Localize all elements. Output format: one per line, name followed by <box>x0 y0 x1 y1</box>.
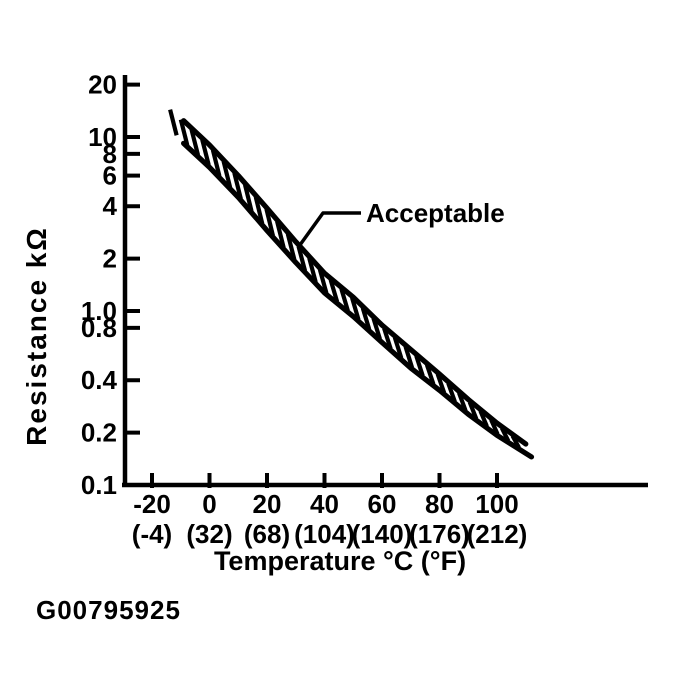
x-tick-label-celsius: 0 <box>202 489 216 519</box>
band-hatch-line <box>446 382 457 403</box>
y-tick-label: 0.2 <box>81 418 117 448</box>
band-hatch-line <box>457 392 468 412</box>
band-hatch-line <box>253 196 265 225</box>
x-tick-label-celsius: 100 <box>475 489 518 519</box>
band-hatch-line <box>178 119 190 146</box>
y-tick-label: 8 <box>103 139 117 169</box>
x-axis-ticks: -20(-4) 0(32) 20(68) 40(104) 60(140) 80(176)1… <box>132 473 528 549</box>
x-tick-label-celsius: 80 <box>425 489 454 519</box>
x-tick-label-fahrenheit: (-4) <box>132 519 172 549</box>
annotation: Acceptable <box>297 198 505 248</box>
band-hatch-line <box>168 109 179 136</box>
band-upper-curve <box>181 118 529 447</box>
band-hatch-line <box>360 307 372 330</box>
y-axis-title: Resistance kΩ <box>21 226 52 446</box>
band-hatch-line <box>307 257 318 283</box>
y-tick-label: 10 <box>88 122 117 152</box>
y-tick-label: 2 <box>103 244 117 274</box>
band-hatch-line <box>232 172 243 200</box>
y-tick-label: 4 <box>103 191 118 221</box>
x-tick-label-celsius: 20 <box>253 489 282 519</box>
y-tick-label: 0.8 <box>81 313 117 343</box>
y-tick-label: 6 <box>103 161 117 191</box>
x-axis-title: Temperature °C (°F) <box>214 546 466 576</box>
band-hatch-line <box>424 364 436 385</box>
y-tick-label: 20 <box>88 70 117 100</box>
x-tick-label-celsius: 60 <box>368 489 397 519</box>
acceptable-band <box>168 109 535 460</box>
annotation-leader-line <box>297 211 361 248</box>
band-hatch-line <box>392 336 404 359</box>
band-hatch-line <box>210 149 222 177</box>
band-hatch-line <box>350 297 361 321</box>
x-tick-label-fahrenheit: (212) <box>467 519 528 549</box>
x-tick-label-fahrenheit: (176) <box>409 519 470 549</box>
band-hatch-line <box>414 355 425 377</box>
y-tick-label: 0.4 <box>81 365 118 395</box>
x-tick-label-celsius: 40 <box>310 489 339 519</box>
band-hatch-line <box>275 220 286 249</box>
band-hatch-line <box>296 245 308 272</box>
band-hatch-line <box>435 373 447 394</box>
annotation-label: Acceptable <box>366 198 505 228</box>
x-tick-label-fahrenheit: (140) <box>352 519 413 549</box>
band-hatch-line <box>403 346 415 369</box>
band-hatch-line <box>200 139 211 166</box>
x-tick-label-fahrenheit: (104) <box>294 519 355 549</box>
band-hatch-line <box>371 317 382 340</box>
band-hatch-line <box>317 269 329 294</box>
band-lower-curve <box>181 140 535 460</box>
x-tick-label-celsius: -20 <box>133 489 171 519</box>
band-hatch-line <box>285 233 297 260</box>
band-hatch-line <box>189 129 201 156</box>
y-tick-label: 0.1 <box>81 470 117 500</box>
band-hatch-line <box>264 208 275 237</box>
y-tick-label: 1.0 <box>81 296 117 326</box>
figure-code: G00795925 <box>36 595 181 625</box>
band-hatch-line <box>382 327 393 350</box>
x-tick-label-fahrenheit: (32) <box>186 519 232 549</box>
band-hatch-line <box>339 288 350 312</box>
band-hatch-line <box>467 401 479 420</box>
band-hatch-line <box>221 161 233 188</box>
band-hatch-line <box>328 279 340 303</box>
band-hatch-line <box>242 184 254 212</box>
x-tick-label-fahrenheit: (68) <box>244 519 290 549</box>
